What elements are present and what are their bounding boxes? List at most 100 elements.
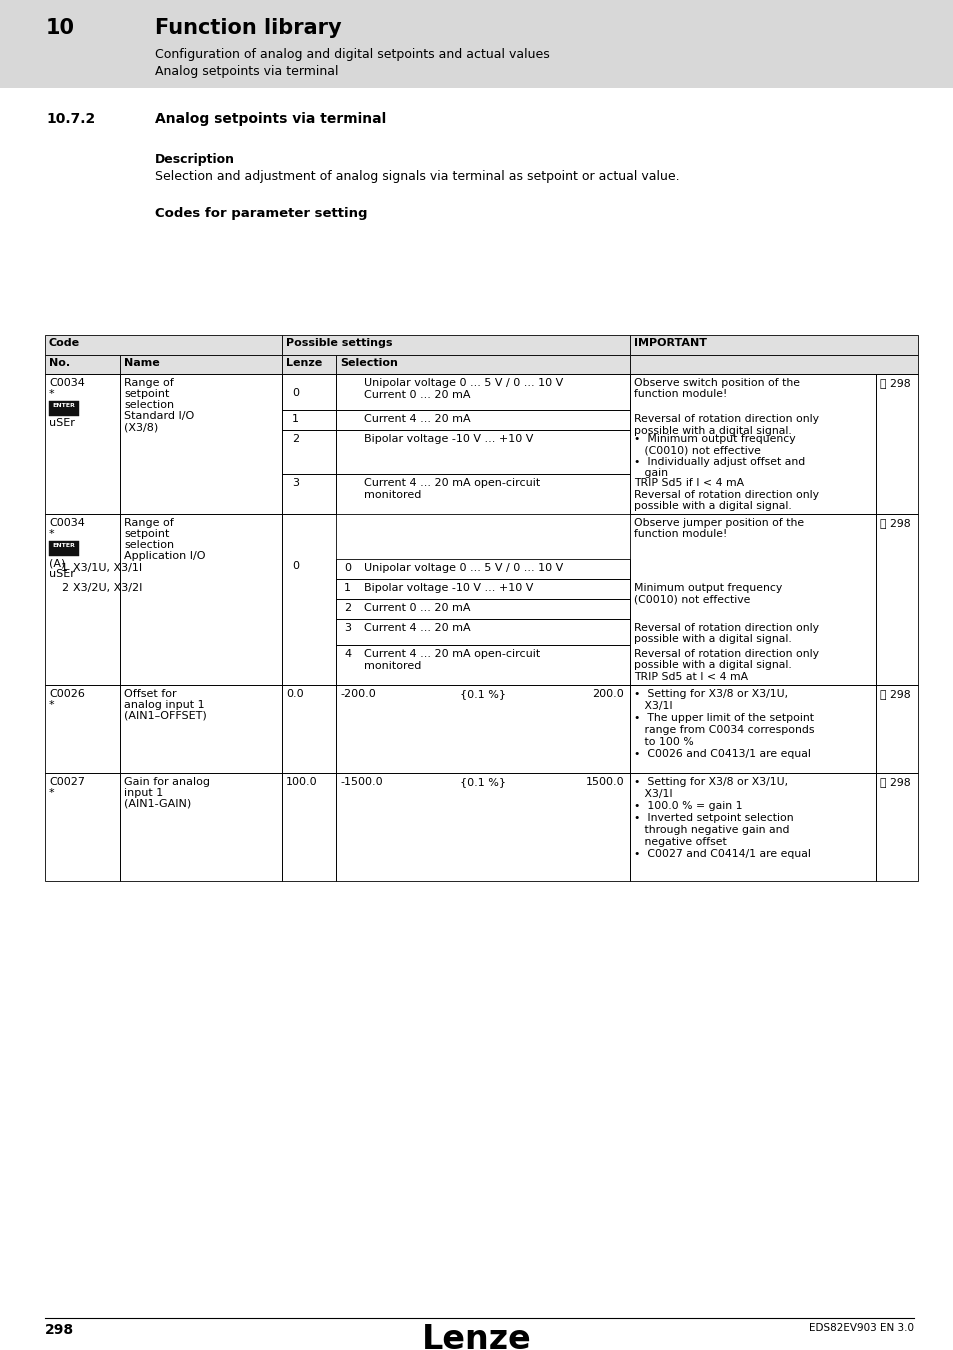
Text: Function library: Function library xyxy=(154,18,341,38)
Bar xyxy=(875,514,917,684)
Text: 3: 3 xyxy=(292,478,298,487)
Text: C0027: C0027 xyxy=(49,778,85,787)
Text: possible with a digital signal.: possible with a digital signal. xyxy=(634,501,791,512)
Text: 0: 0 xyxy=(292,387,298,398)
Bar xyxy=(335,599,629,620)
Bar xyxy=(875,684,917,774)
Bar xyxy=(120,374,282,514)
Text: Possible settings: Possible settings xyxy=(286,338,392,348)
Bar xyxy=(120,774,282,882)
Text: possible with a digital signal.: possible with a digital signal. xyxy=(634,634,791,644)
Text: -1500.0: -1500.0 xyxy=(339,778,382,787)
Text: Minimum output frequency: Minimum output frequency xyxy=(634,583,781,593)
Text: analog input 1: analog input 1 xyxy=(124,701,204,710)
Bar xyxy=(335,684,629,774)
Text: No.: No. xyxy=(49,358,71,369)
Text: (C0010) not effective: (C0010) not effective xyxy=(634,446,760,455)
Text: possible with a digital signal.: possible with a digital signal. xyxy=(634,660,791,671)
Text: Gain for analog: Gain for analog xyxy=(124,778,210,787)
Bar xyxy=(335,431,629,474)
Text: negative offset: negative offset xyxy=(634,837,726,846)
Bar xyxy=(335,579,629,599)
Text: ENTER: ENTER xyxy=(52,404,75,408)
Bar xyxy=(629,335,917,355)
Bar xyxy=(282,374,335,410)
Bar xyxy=(45,774,120,882)
Text: Lenze: Lenze xyxy=(421,1323,532,1350)
Text: Analog setpoints via terminal: Analog setpoints via terminal xyxy=(154,112,386,126)
Bar xyxy=(120,684,282,774)
Text: selection: selection xyxy=(124,400,174,410)
Text: Codes for parameter setting: Codes for parameter setting xyxy=(154,207,367,220)
Bar xyxy=(282,514,335,684)
Text: -200.0: -200.0 xyxy=(339,688,375,699)
Text: Selection: Selection xyxy=(339,358,397,369)
Bar xyxy=(282,410,335,431)
Text: C0026: C0026 xyxy=(49,688,85,699)
Bar xyxy=(49,541,79,556)
Text: 10: 10 xyxy=(46,18,75,38)
Text: *: * xyxy=(49,788,54,798)
Text: *: * xyxy=(49,389,54,400)
Text: ENTER: ENTER xyxy=(52,543,75,548)
Text: Reversal of rotation direction only: Reversal of rotation direction only xyxy=(634,414,818,424)
Text: possible with a digital signal.: possible with a digital signal. xyxy=(634,425,791,436)
Text: Unipolar voltage 0 ... 5 V / 0 ... 10 V: Unipolar voltage 0 ... 5 V / 0 ... 10 V xyxy=(364,563,562,572)
Text: ⎗ 298: ⎗ 298 xyxy=(879,688,910,699)
Text: •  C0027 and C0414/1 are equal: • C0027 and C0414/1 are equal xyxy=(634,849,810,859)
Text: 2: 2 xyxy=(292,433,299,444)
Bar xyxy=(335,774,629,882)
Text: Reversal of rotation direction only: Reversal of rotation direction only xyxy=(634,622,818,633)
Bar xyxy=(629,684,875,774)
Text: (X3/8): (X3/8) xyxy=(124,423,158,432)
Text: Offset for: Offset for xyxy=(124,688,176,699)
Text: 0: 0 xyxy=(344,563,351,572)
Text: X3/1I: X3/1I xyxy=(634,788,672,799)
Bar xyxy=(282,774,335,882)
Text: IMPORTANT: IMPORTANT xyxy=(634,338,706,348)
Text: •  Inverted setpoint selection: • Inverted setpoint selection xyxy=(634,813,793,823)
Text: uSEr: uSEr xyxy=(49,568,74,579)
Bar xyxy=(335,620,629,645)
Text: Standard I/O: Standard I/O xyxy=(124,410,194,421)
Text: *: * xyxy=(49,529,54,539)
Bar xyxy=(629,374,875,514)
Bar xyxy=(282,474,335,514)
Text: TRIP Sd5 if I < 4 mA: TRIP Sd5 if I < 4 mA xyxy=(634,478,743,487)
Text: •  Setting for X3/8 or X3/1U,: • Setting for X3/8 or X3/1U, xyxy=(634,688,787,699)
Bar xyxy=(120,514,282,684)
Bar xyxy=(629,514,875,684)
Text: gain: gain xyxy=(634,468,667,478)
Bar xyxy=(335,474,629,514)
Text: Description: Description xyxy=(154,153,234,166)
Text: range from C0034 corresponds: range from C0034 corresponds xyxy=(634,725,814,734)
Text: ⎗ 298: ⎗ 298 xyxy=(879,778,910,787)
Text: •  Minimum output frequency: • Minimum output frequency xyxy=(634,433,795,444)
Bar xyxy=(629,355,917,374)
Text: uSEr: uSEr xyxy=(49,418,74,428)
Text: Current 0 ... 20 mA: Current 0 ... 20 mA xyxy=(364,603,470,613)
Bar xyxy=(45,355,120,374)
Text: Bipolar voltage -10 V ... +10 V: Bipolar voltage -10 V ... +10 V xyxy=(364,583,533,593)
Text: •  Individually adjust offset and: • Individually adjust offset and xyxy=(634,458,804,467)
Text: (AIN1-GAIN): (AIN1-GAIN) xyxy=(124,799,191,809)
Bar xyxy=(282,355,335,374)
Text: 2: 2 xyxy=(61,583,68,593)
Bar xyxy=(629,774,875,882)
Text: ⎗ 298: ⎗ 298 xyxy=(879,378,910,387)
Text: •  100.0 % = gain 1: • 100.0 % = gain 1 xyxy=(634,801,741,811)
Text: Reversal of rotation direction only: Reversal of rotation direction only xyxy=(634,649,818,659)
Text: Range of: Range of xyxy=(124,518,173,528)
Text: TRIP Sd5 at I < 4 mA: TRIP Sd5 at I < 4 mA xyxy=(634,672,747,682)
Bar xyxy=(45,335,282,355)
Text: 100.0: 100.0 xyxy=(286,778,317,787)
Text: 1: 1 xyxy=(292,414,298,424)
Bar xyxy=(335,374,629,410)
Text: Lenze: Lenze xyxy=(286,358,322,369)
Bar xyxy=(875,374,917,514)
Text: Observe jumper position of the: Observe jumper position of the xyxy=(634,518,803,528)
Text: X3/2U, X3/2I: X3/2U, X3/2I xyxy=(73,583,142,593)
Text: Selection and adjustment of analog signals via terminal as setpoint or actual va: Selection and adjustment of analog signa… xyxy=(154,170,679,184)
Bar xyxy=(0,0,953,88)
Text: monitored: monitored xyxy=(364,490,421,500)
